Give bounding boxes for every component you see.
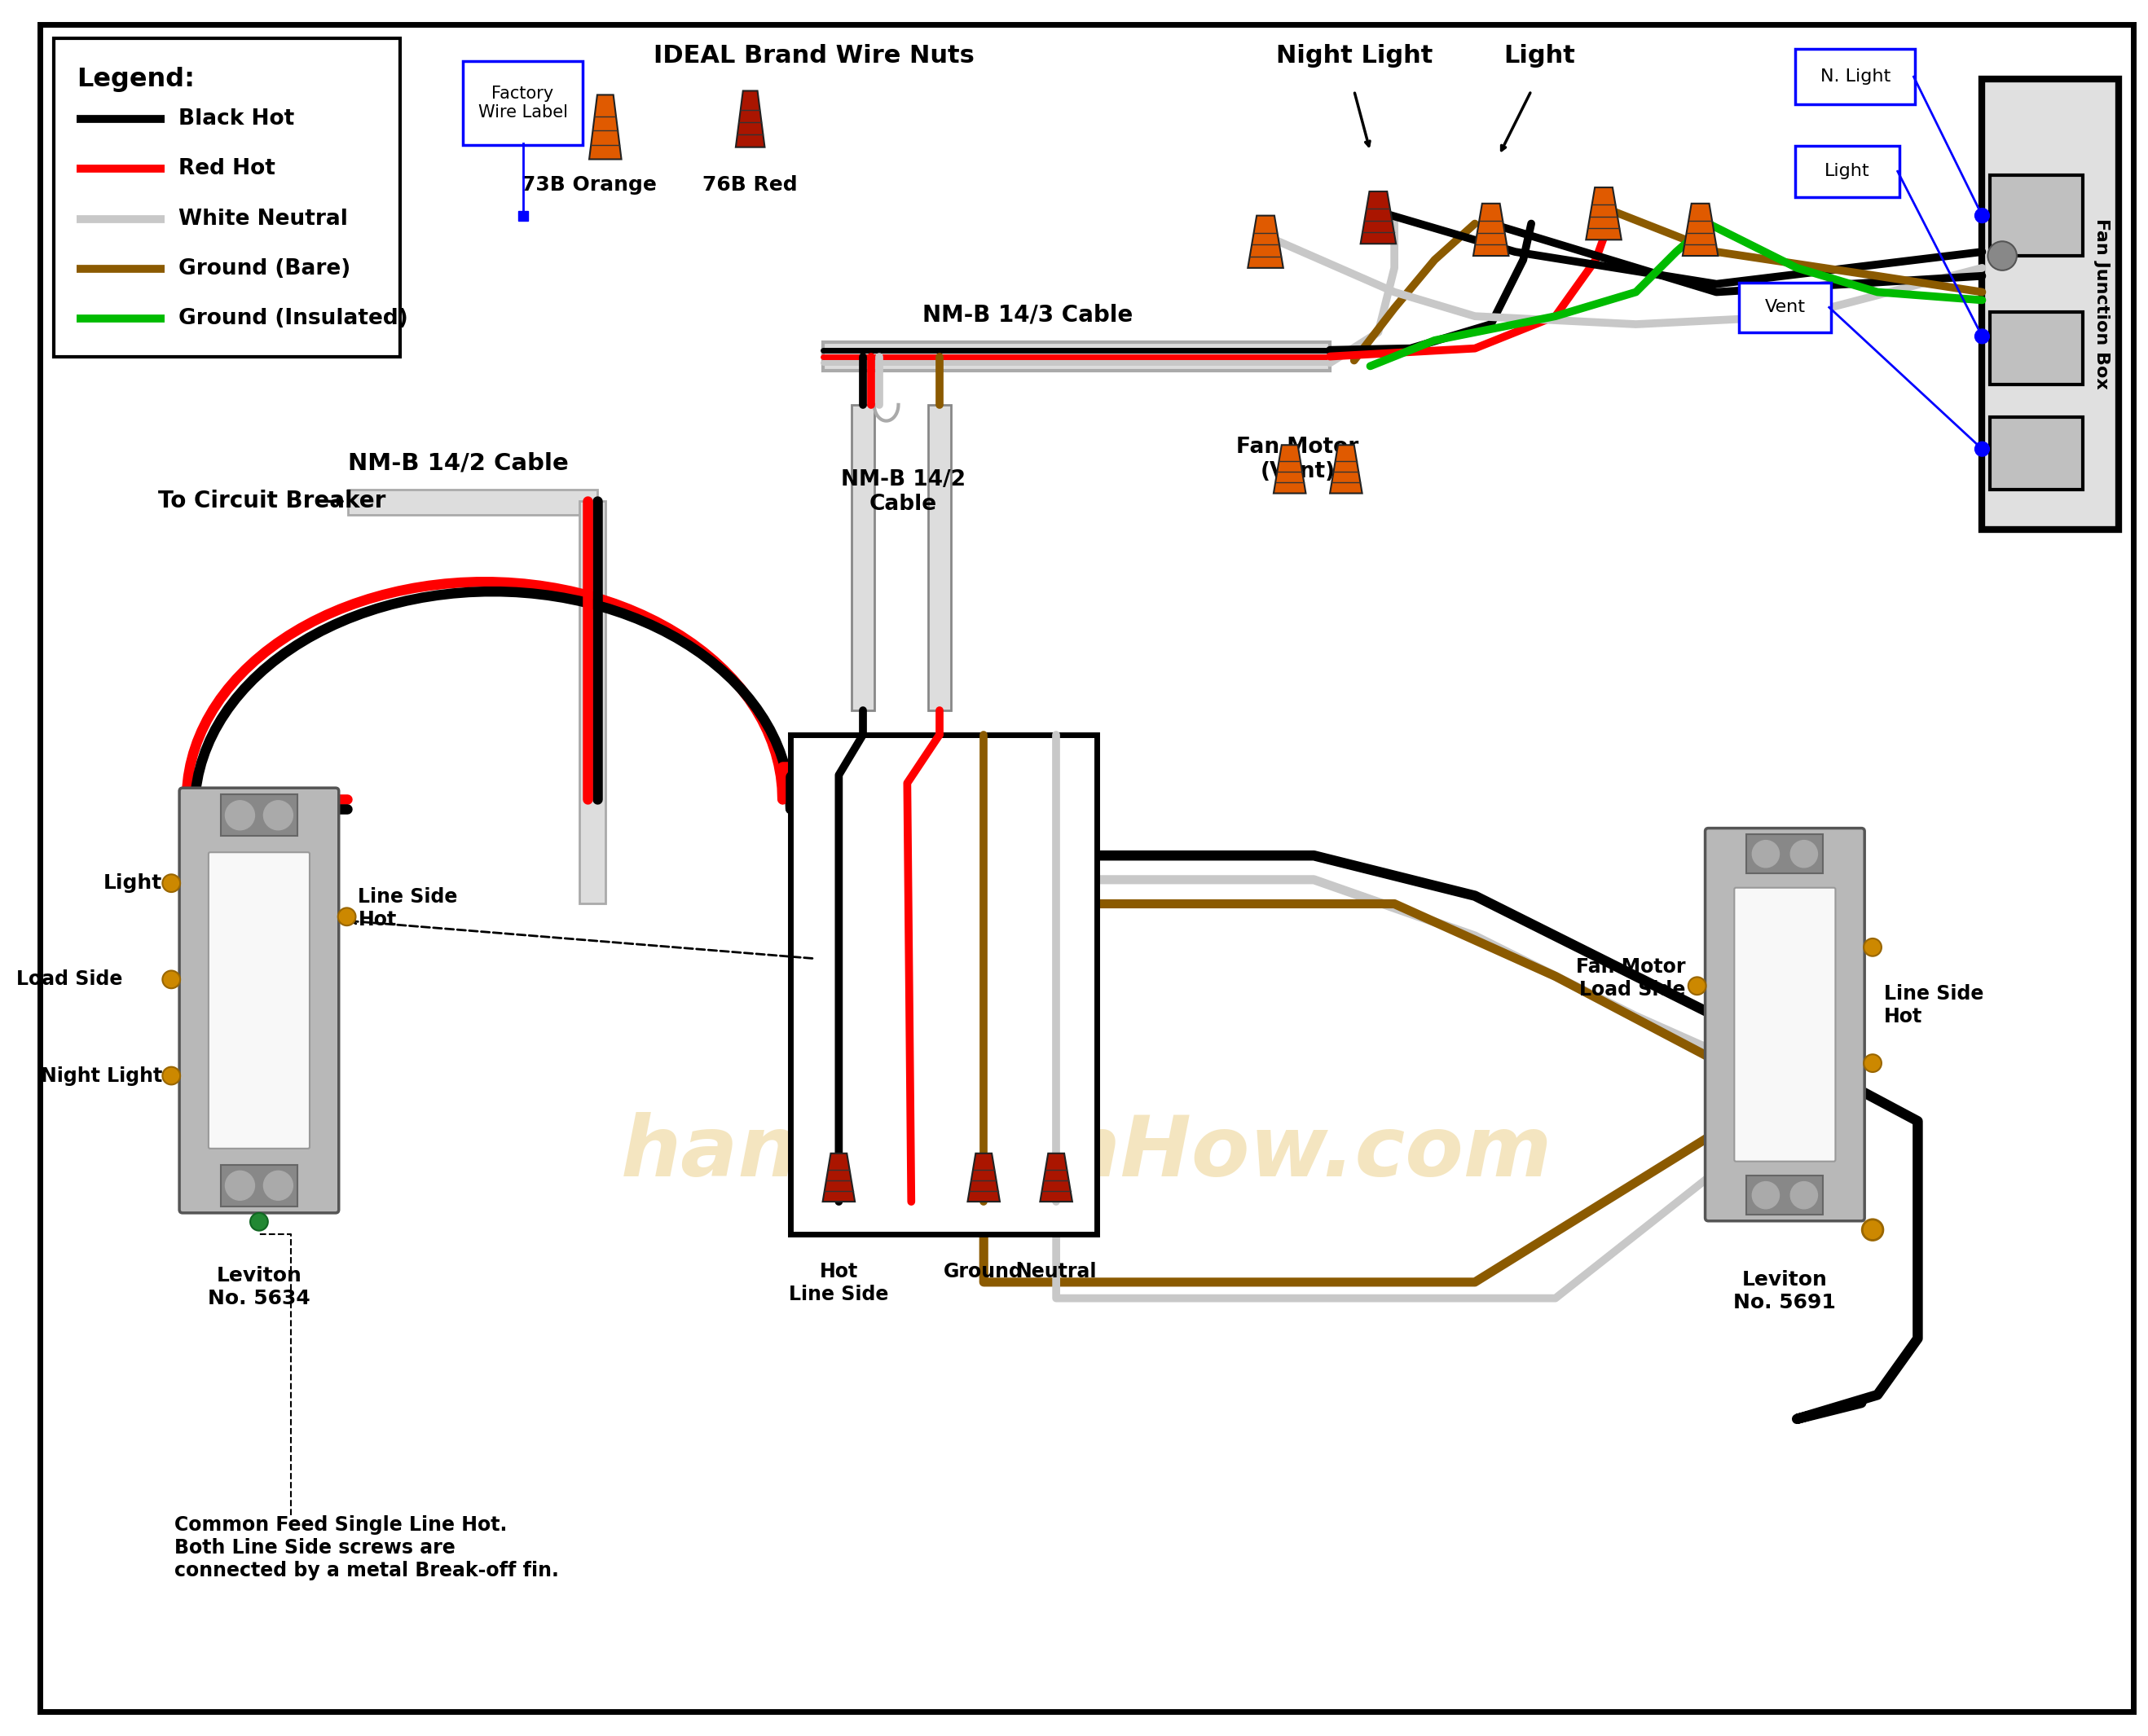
Text: Red Hot: Red Hot [178, 158, 275, 179]
Polygon shape [1585, 187, 1622, 240]
Bar [1983, 78, 2120, 529]
Circle shape [249, 1213, 268, 1231]
FancyBboxPatch shape [1733, 887, 1834, 1161]
Polygon shape [1330, 444, 1362, 493]
Circle shape [1791, 840, 1817, 868]
Text: Load Side: Load Side [15, 970, 122, 990]
Text: Line Side
Hot: Line Side Hot [359, 887, 458, 929]
Text: 76B Red: 76B Red [702, 175, 797, 194]
Circle shape [226, 1170, 256, 1200]
Text: Night Light: Night Light [1276, 43, 1433, 68]
Text: NM-B 14/3 Cable: NM-B 14/3 Cable [924, 304, 1134, 326]
Text: Common Feed Single Line Hot.
Both Line Side screws are
connected by a metal Brea: Common Feed Single Line Hot. Both Line S… [174, 1516, 558, 1580]
Text: IDEAL Brand Wire Nuts: IDEAL Brand Wire Nuts [653, 43, 975, 68]
Bar [221, 795, 296, 837]
Polygon shape [589, 95, 621, 160]
Text: Hot
Line Side: Hot Line Side [788, 1262, 889, 1304]
Circle shape [1862, 1219, 1884, 1240]
Polygon shape [1474, 203, 1508, 255]
Circle shape [337, 908, 357, 925]
Circle shape [1987, 241, 2017, 271]
Polygon shape [967, 1153, 999, 1201]
Text: Ground (Insulated): Ground (Insulated) [178, 307, 408, 330]
Circle shape [1753, 840, 1779, 868]
Text: Neutral: Neutral [1016, 1262, 1098, 1281]
Circle shape [1974, 208, 1989, 222]
Polygon shape [823, 1153, 855, 1201]
FancyBboxPatch shape [1706, 828, 1864, 1220]
Circle shape [264, 1170, 292, 1200]
FancyBboxPatch shape [1796, 146, 1899, 198]
Text: Fan Junction Box: Fan Junction Box [2092, 219, 2109, 389]
Text: Line Side
Hot: Line Side Hot [1884, 984, 1983, 1026]
Circle shape [226, 800, 256, 830]
FancyBboxPatch shape [1740, 283, 1830, 332]
Polygon shape [1360, 191, 1396, 243]
Polygon shape [1682, 203, 1718, 255]
Bar [851, 404, 874, 710]
Text: Ground (Bare): Ground (Bare) [178, 259, 350, 279]
Circle shape [264, 800, 292, 830]
Bar [221, 1165, 296, 1207]
FancyBboxPatch shape [208, 852, 309, 1149]
Text: Legend:: Legend: [77, 66, 195, 92]
Text: Vent: Vent [1764, 299, 1804, 316]
Circle shape [1974, 441, 1989, 457]
Bar [580, 502, 606, 904]
Polygon shape [1040, 1153, 1072, 1201]
Text: NM-B 14/2
Cable: NM-B 14/2 Cable [840, 469, 967, 516]
Text: handymanHow.com: handymanHow.com [621, 1113, 1553, 1194]
Circle shape [163, 875, 180, 892]
Text: 73B Orange: 73B Orange [522, 175, 657, 194]
FancyBboxPatch shape [180, 788, 339, 1213]
Circle shape [1753, 1182, 1779, 1208]
Bar [1746, 1175, 1824, 1215]
FancyBboxPatch shape [54, 38, 400, 356]
Text: Leviton
No. 5634: Leviton No. 5634 [208, 1266, 309, 1309]
Text: Leviton
No. 5691: Leviton No. 5691 [1733, 1271, 1837, 1312]
Circle shape [1864, 939, 1882, 957]
Text: White Neutral: White Neutral [178, 208, 348, 229]
Text: To Circuit Breaker: To Circuit Breaker [159, 490, 387, 512]
Text: Night Light: Night Light [41, 1066, 163, 1085]
FancyBboxPatch shape [1796, 49, 1916, 104]
Text: Light: Light [103, 873, 163, 892]
Circle shape [163, 970, 180, 988]
Circle shape [1791, 1182, 1817, 1208]
Text: Fan Motor
(Vent): Fan Motor (Vent) [1237, 437, 1360, 483]
Text: Factory
Wire Label: Factory Wire Label [479, 85, 567, 120]
Bar [823, 342, 1330, 372]
Text: N. Light: N. Light [1819, 69, 1890, 85]
Bar [1991, 417, 2084, 490]
Text: Black Hot: Black Hot [178, 108, 294, 130]
Circle shape [1974, 330, 1989, 344]
Text: Fan Motor
Load Side: Fan Motor Load Side [1577, 957, 1686, 1000]
Polygon shape [1274, 444, 1306, 493]
Bar [790, 734, 1095, 1234]
Bar [1991, 175, 2084, 255]
Circle shape [1688, 977, 1706, 995]
Text: NM-B 14/2 Cable: NM-B 14/2 Cable [348, 451, 569, 474]
Text: Light: Light [1504, 43, 1574, 68]
Circle shape [1864, 1054, 1882, 1073]
Bar [1991, 312, 2084, 385]
Bar [1746, 835, 1824, 873]
FancyBboxPatch shape [462, 61, 582, 144]
Polygon shape [1248, 215, 1282, 267]
Text: Ground: Ground [943, 1262, 1025, 1281]
Circle shape [163, 1068, 180, 1085]
Bar [348, 490, 597, 516]
Polygon shape [737, 90, 765, 148]
Bar [928, 404, 952, 710]
Text: Light: Light [1824, 163, 1871, 179]
